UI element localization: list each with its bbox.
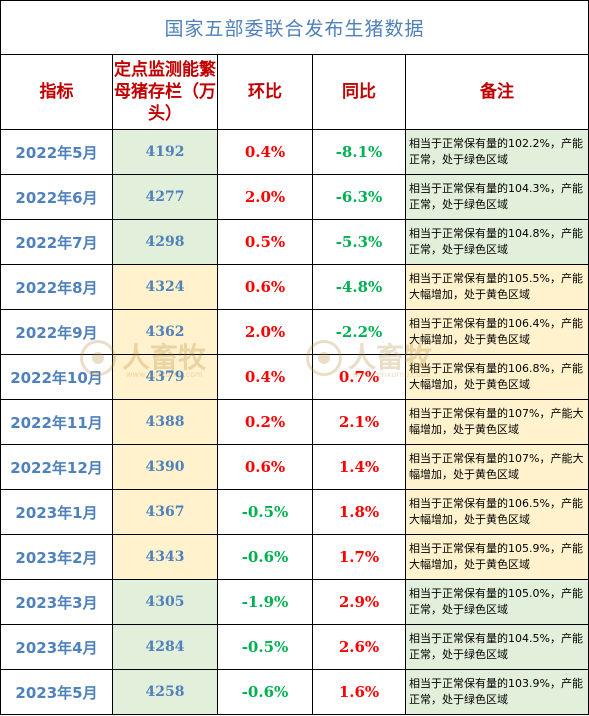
row-inventory: 4305 (112, 579, 218, 625)
row-inventory: 4324 (112, 264, 218, 310)
row-date: 2022年9月 (0, 309, 113, 355)
header-yoy: 同比 (312, 54, 406, 130)
row-date: 2022年7月 (0, 219, 113, 265)
row-note: 相当于正常保有量的107%，产能大幅增加，处于黄色区域 (405, 444, 589, 490)
row-yoy: -8.1% (312, 129, 406, 175)
row-date: 2022年11月 (0, 399, 113, 445)
row-mom: -0.6% (217, 669, 313, 715)
row-date: 2022年5月 (0, 129, 113, 175)
row-note: 相当于正常保有量的105.5%，产能大幅增加，处于黄色区域 (405, 264, 589, 310)
row-note: 相当于正常保有量的106.8%，产能大幅增加，处于黄色区域 (405, 354, 589, 400)
row-mom: -0.6% (217, 534, 313, 580)
row-note: 相当于正常保有量的107%，产能大幅增加，处于黄色区域 (405, 399, 589, 445)
row-note: 相当于正常保有量的106.4%，产能大幅增加，处于黄色区域 (405, 309, 589, 355)
row-inventory: 4258 (112, 669, 218, 715)
row-yoy: 1.6% (312, 669, 406, 715)
row-inventory: 4388 (112, 399, 218, 445)
row-mom: 0.6% (217, 444, 313, 490)
row-yoy: 1.7% (312, 534, 406, 580)
row-inventory: 4298 (112, 219, 218, 265)
row-date: 2022年6月 (0, 174, 113, 220)
row-yoy: -2.2% (312, 309, 406, 355)
row-inventory: 4277 (112, 174, 218, 220)
header-note: 备注 (405, 54, 589, 130)
row-yoy: 2.6% (312, 624, 406, 670)
table-row: 2023年5月 4258 -0.6% 1.6% 相当于正常保有量的103.9%，产能正常… (0, 669, 589, 715)
table-row: 2023年1月 4367 -0.5% 1.8% 相当于正常保有量的106.5%，产能大幅… (0, 489, 589, 535)
row-note: 相当于正常保有量的103.9%，产能正常，处于绿色区域 (405, 669, 589, 715)
row-yoy: -5.3% (312, 219, 406, 265)
row-note: 相当于正常保有量的104.5%，产能正常，处于绿色区域 (405, 624, 589, 670)
row-yoy: 2.9% (312, 579, 406, 625)
row-note: 相当于正常保有量的105.0%，产能正常，处于绿色区域 (405, 579, 589, 625)
row-date: 2023年2月 (0, 534, 113, 580)
table-row: 2022年10月 4379 0.4% 0.7% 相当于正常保有量的106.8%，产能大幅… (0, 354, 589, 400)
row-yoy: 1.4% (312, 444, 406, 490)
table-row: 2023年3月 4305 -1.9% 2.9% 相当于正常保有量的105.0%，产能正常… (0, 579, 589, 625)
row-mom: 2.0% (217, 309, 313, 355)
row-mom: 0.2% (217, 399, 313, 445)
row-date: 2023年4月 (0, 624, 113, 670)
row-inventory: 4343 (112, 534, 218, 580)
row-inventory: 4390 (112, 444, 218, 490)
table-row: 2023年4月 4284 -0.5% 2.6% 相当于正常保有量的104.5%，产能正常… (0, 624, 589, 670)
row-yoy: -4.8% (312, 264, 406, 310)
row-mom: -1.9% (217, 579, 313, 625)
row-date: 2023年5月 (0, 669, 113, 715)
row-mom: -0.5% (217, 624, 313, 670)
header-inventory: 定点监测能繁母猪存栏（万头） (112, 54, 218, 130)
table-title: 国家五部委联合发布生猪数据 (0, 0, 589, 55)
table-row: 2022年8月 4324 0.6% -4.8% 相当于正常保有量的105.5%，产能大幅… (0, 264, 589, 310)
row-note: 相当于正常保有量的102.2%，产能正常，处于绿色区域 (405, 129, 589, 175)
row-date: 2023年3月 (0, 579, 113, 625)
row-note: 相当于正常保有量的104.3%，产能正常，处于绿色区域 (405, 174, 589, 220)
row-mom: -0.5% (217, 489, 313, 535)
table-row: 2023年2月 4343 -0.6% 1.7% 相当于正常保有量的105.9%，产能大幅… (0, 534, 589, 580)
row-mom: 0.5% (217, 219, 313, 265)
row-date: 2022年8月 (0, 264, 113, 310)
row-date: 2023年1月 (0, 489, 113, 535)
table-row: 2022年11月 4388 0.2% 2.1% 相当于正常保有量的107%，产能大幅增加… (0, 399, 589, 445)
row-inventory: 4192 (112, 129, 218, 175)
row-date: 2022年10月 (0, 354, 113, 400)
row-yoy: 2.1% (312, 399, 406, 445)
row-inventory: 4362 (112, 309, 218, 355)
row-inventory: 4367 (112, 489, 218, 535)
row-yoy: -6.3% (312, 174, 406, 220)
row-date: 2022年12月 (0, 444, 113, 490)
row-inventory: 4379 (112, 354, 218, 400)
header-mom: 环比 (217, 54, 313, 130)
row-note: 相当于正常保有量的106.5%，产能大幅增加，处于黄色区域 (405, 489, 589, 535)
row-mom: 0.4% (217, 354, 313, 400)
table-row: 2022年6月 4277 2.0% -6.3% 相当于正常保有量的104.3%，产能正常… (0, 174, 589, 220)
table-row: 2022年7月 4298 0.5% -5.3% 相当于正常保有量的104.8%，产能正常… (0, 219, 589, 265)
row-mom: 2.0% (217, 174, 313, 220)
table-row: 2022年12月 4390 0.6% 1.4% 相当于正常保有量的107%，产能大幅增加… (0, 444, 589, 490)
row-note: 相当于正常保有量的104.8%，产能正常，处于绿色区域 (405, 219, 589, 265)
row-mom: 0.6% (217, 264, 313, 310)
row-inventory: 4284 (112, 624, 218, 670)
row-yoy: 0.7% (312, 354, 406, 400)
table-row: 2022年5月 4192 0.4% -8.1% 相当于正常保有量的102.2%，产能正常… (0, 129, 589, 175)
row-mom: 0.4% (217, 129, 313, 175)
row-note: 相当于正常保有量的105.9%，产能大幅增加，处于黄色区域 (405, 534, 589, 580)
row-yoy: 1.8% (312, 489, 406, 535)
header-indicator: 指标 (0, 54, 113, 130)
table-row: 2022年9月 4362 2.0% -2.2% 相当于正常保有量的106.4%，产能大幅… (0, 309, 589, 355)
